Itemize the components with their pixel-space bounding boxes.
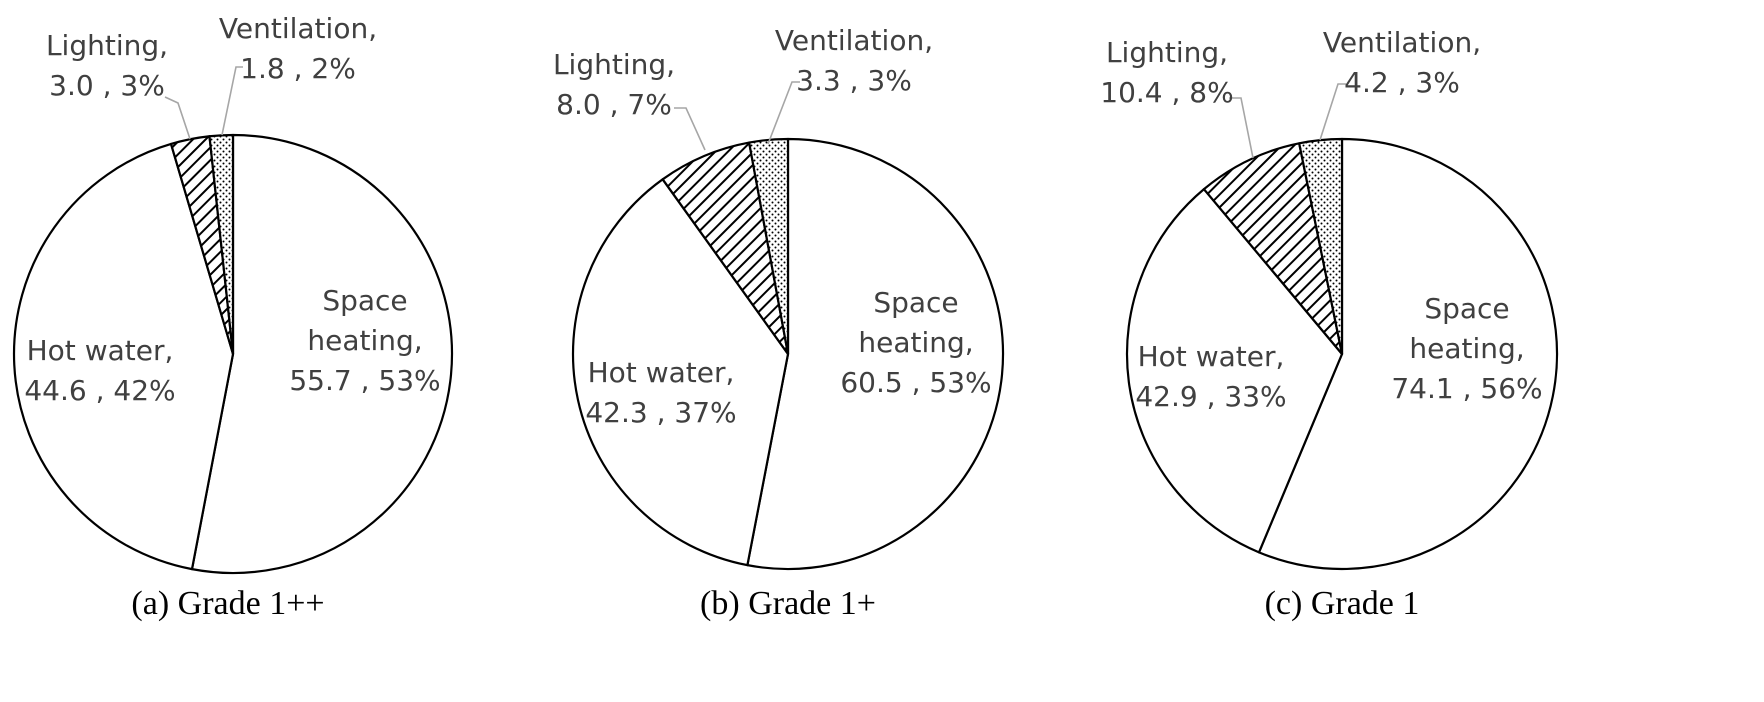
slice-label-hot-water: Hot water, 42.9 , 33% <box>1135 340 1286 413</box>
slice-label-ventilation: Ventilation, 4.2 , 3% <box>1323 26 1481 99</box>
leader-line-lighting <box>674 107 706 151</box>
slice-label-ventilation: Ventilation, 3.3 , 3% <box>775 24 933 97</box>
slice-space-heating <box>1257 137 1559 571</box>
slice-label-lighting: Lighting, 10.4 , 8% <box>1100 36 1233 109</box>
slice-label-ventilation: Ventilation, 1.8 , 2% <box>219 12 377 85</box>
slice-space-heating <box>746 137 1005 571</box>
slice-hot-water <box>12 142 235 571</box>
chart-caption: (a) Grade 1++ <box>131 585 324 622</box>
leader-line-ventilation <box>767 81 800 145</box>
slice-label-space-heating: Space heating, 74.1 , 56% <box>1391 292 1542 405</box>
leader-line-lighting <box>1229 97 1254 159</box>
leader-line-ventilation <box>1319 83 1346 141</box>
slice-ventilation <box>748 137 790 356</box>
pie-chart-3: Space heating, 74.1 , 56% Hot water, 42.9 , … <box>1100 26 1559 622</box>
slice-label-space-heating: Space heating, 60.5 , 53% <box>840 286 991 399</box>
leader-line-ventilation <box>221 66 243 136</box>
leader-line-lighting <box>164 96 191 140</box>
slice-ventilation <box>208 133 235 356</box>
slice-label-lighting: Lighting, 3.0 , 3% <box>46 29 168 102</box>
slice-label-lighting: Lighting, 8.0 , 7% <box>553 48 675 121</box>
pie-chart-1: Space heating, 55.7 , 53% Hot water, 44.6 , … <box>12 12 454 622</box>
slice-space-heating <box>190 133 454 575</box>
slice-label-space-heating: Space heating, 55.7 , 53% <box>289 284 440 397</box>
slice-label-hot-water: Hot water, 44.6 , 42% <box>24 334 175 407</box>
slice-label-hot-water: Hot water, 42.3 , 37% <box>585 356 736 429</box>
slice-lighting <box>1202 142 1344 356</box>
pie-chart-2: Space heating, 60.5 , 53% Hot water, 42.3 , … <box>553 24 1005 622</box>
slice-hot-water <box>1125 188 1344 554</box>
slice-hot-water <box>571 178 790 567</box>
chart-caption: (b) Grade 1+ <box>700 585 876 622</box>
chart-caption: (c) Grade 1 <box>1265 585 1420 622</box>
